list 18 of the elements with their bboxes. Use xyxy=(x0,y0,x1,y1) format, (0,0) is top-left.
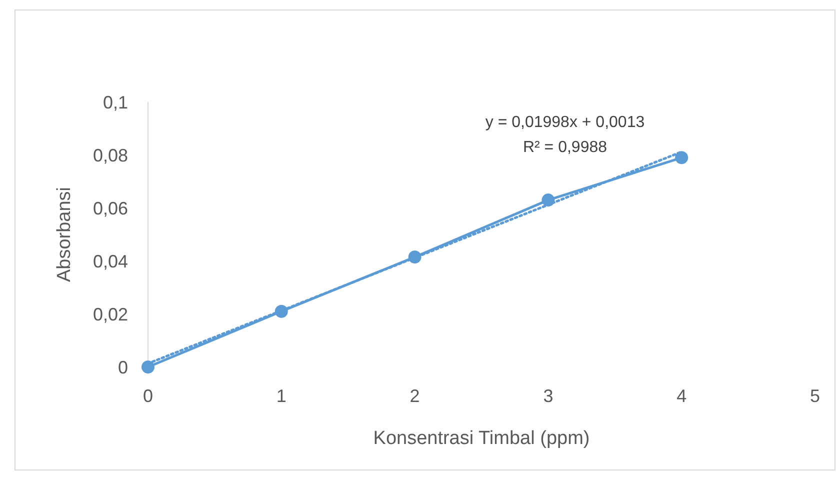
y-tick-label: 0 xyxy=(118,357,128,378)
point xyxy=(675,151,688,164)
x-axis-title: Konsentrasi Timbal (ppm) xyxy=(373,428,590,449)
y-tick-label: 0,08 xyxy=(92,145,128,166)
point xyxy=(142,360,154,374)
x-tick-label: 5 xyxy=(810,386,820,406)
x-tick-label: 2 xyxy=(410,386,420,406)
y-axis-title: Absorbansi xyxy=(54,186,75,282)
x-tick-label: 4 xyxy=(676,386,687,406)
annotation: y = 0,01998x + 0,0013 xyxy=(485,114,645,131)
x-tick-label: 0 xyxy=(142,386,154,406)
y-tick-label: 0,06 xyxy=(92,198,128,218)
x-tick-label: 3 xyxy=(543,386,554,406)
y-tick-label: 0,04 xyxy=(92,251,128,272)
x-tick-label: 1 xyxy=(276,386,286,406)
y-tick-label: 0,02 xyxy=(92,304,128,324)
y-tick-label: 0,1 xyxy=(102,92,128,112)
annotation: R² = 0,9988 xyxy=(522,139,608,156)
